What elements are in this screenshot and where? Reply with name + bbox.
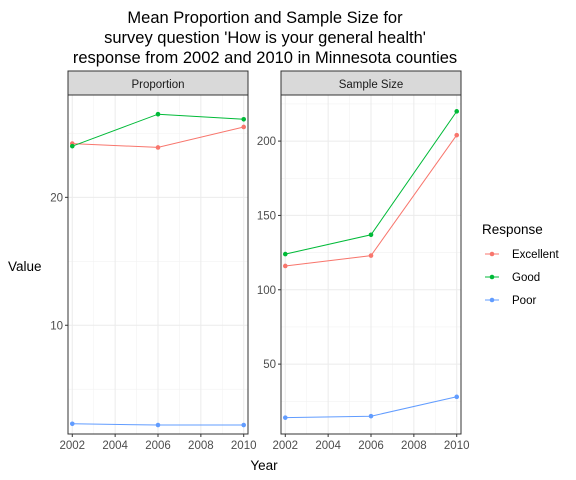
data-point-good <box>155 111 161 117</box>
data-point-poor <box>368 413 374 419</box>
data-point-excellent <box>454 132 460 138</box>
x-tick-label: 2004 <box>102 440 128 452</box>
x-tick-label: 2010 <box>231 440 257 452</box>
legend-label-good: Good <box>512 272 540 284</box>
data-point-excellent <box>282 263 288 269</box>
y-tick-label: 50 <box>263 359 276 371</box>
legend-key-point <box>489 297 495 303</box>
data-point-poor <box>282 415 288 420</box>
data-point-excellent <box>155 145 161 150</box>
x-tick-label: 2004 <box>315 440 341 452</box>
chart-title-line-2: survey question 'How is your general hea… <box>104 29 426 47</box>
data-point-good <box>454 109 460 114</box>
y-tick-label: 100 <box>257 285 276 297</box>
legend-label-excellent: Excellent <box>512 249 559 261</box>
y-tick-label: 10 <box>50 320 63 332</box>
data-point-poor <box>454 394 460 400</box>
data-point-poor <box>241 422 247 428</box>
x-tick-label: 2008 <box>401 440 427 452</box>
data-point-poor <box>155 422 161 428</box>
x-tick-label: 2002 <box>59 440 85 452</box>
data-point-good <box>241 117 247 122</box>
x-tick-label: 2010 <box>444 440 470 452</box>
data-point-good <box>282 251 288 257</box>
data-point-excellent <box>368 253 374 258</box>
legend-label-poor: Poor <box>512 295 536 307</box>
x-tick-label: 2006 <box>358 440 384 452</box>
facet-strip <box>280 70 462 96</box>
y-tick-label: 20 <box>50 192 63 204</box>
chart-title-line-3: response from 2002 and 2010 in Minnesota… <box>72 49 458 67</box>
x-tick-label: 2006 <box>145 440 171 452</box>
y-axis-label: Value <box>8 259 42 274</box>
chart-title-line-1: Mean Proportion and Sample Size for <box>127 9 403 27</box>
data-point-good <box>368 232 374 238</box>
y-tick-label: 200 <box>257 136 276 148</box>
data-point-good <box>69 143 75 149</box>
x-tick-label: 2008 <box>188 440 214 452</box>
data-point-excellent <box>241 124 247 130</box>
y-tick-label: 150 <box>257 210 276 222</box>
facet-label: Sample Size <box>339 79 404 91</box>
x-axis-label: Year <box>250 458 278 473</box>
legend-key-point <box>489 251 495 257</box>
legend-key-point <box>489 274 495 280</box>
legend-title: Response <box>482 222 543 237</box>
facet-label: Proportion <box>131 79 184 91</box>
x-tick-label: 2002 <box>272 440 298 452</box>
data-point-poor <box>69 421 75 427</box>
